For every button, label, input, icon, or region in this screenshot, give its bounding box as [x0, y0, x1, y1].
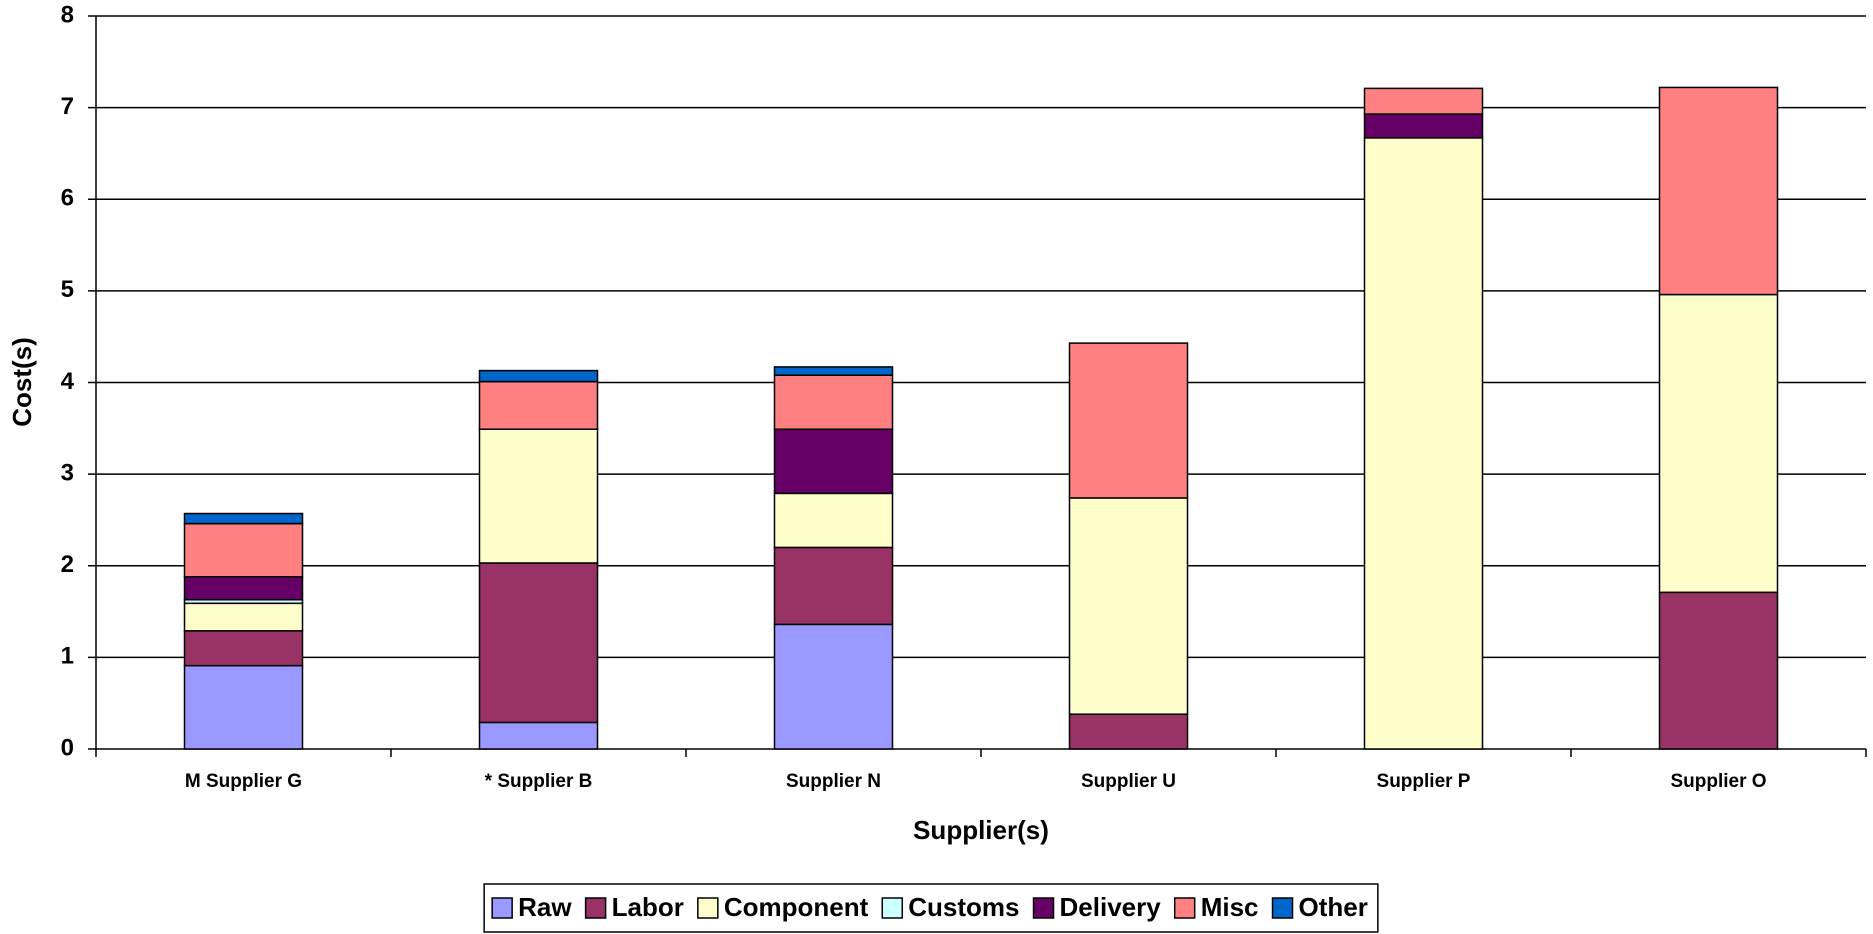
bar-segment	[1363, 113, 1484, 139]
legend-label: Delivery	[1060, 892, 1162, 922]
bar-segment	[773, 366, 894, 376]
bar-segment	[1068, 342, 1189, 499]
bar-segment	[773, 374, 894, 430]
bar-segment	[183, 630, 304, 667]
bar-segment	[1363, 87, 1484, 115]
y-tick-label: 3	[61, 459, 74, 486]
x-tick-label: Supplier O	[1670, 771, 1766, 792]
legend-swatch	[1173, 897, 1196, 919]
y-tick-label: 8	[61, 1, 74, 28]
legend-swatch	[697, 897, 719, 919]
y-tick-label: 7	[61, 93, 74, 120]
legend-label: Component	[724, 892, 869, 922]
legend-label: Misc	[1201, 892, 1259, 922]
y-tick-label: 0	[61, 734, 74, 761]
legend-label: Raw	[518, 892, 572, 922]
legend-label: Customs	[908, 892, 1019, 922]
legend-swatch	[584, 897, 607, 919]
bar-segment	[1068, 497, 1189, 715]
y-tick-label: 6	[61, 185, 74, 212]
bar-segment	[478, 428, 599, 564]
bar-segment	[1658, 591, 1779, 750]
bar-segment	[1068, 713, 1189, 750]
bar-segment	[478, 380, 599, 430]
y-tick-label: 1	[61, 643, 74, 670]
x-tick-label: * Supplier B	[485, 771, 593, 792]
bar-segment	[183, 602, 304, 632]
legend-box	[483, 883, 1379, 933]
bar-segment	[1363, 137, 1484, 750]
legend-swatch	[1032, 897, 1055, 919]
bar-segment	[773, 428, 894, 495]
y-tick-label: 5	[61, 276, 74, 303]
bar-segment	[478, 369, 599, 383]
y-axis-title: Cost(s)	[7, 337, 37, 427]
bar-segment	[1658, 86, 1779, 296]
x-tick-label: Supplier U	[1081, 771, 1176, 792]
bar-segment	[1658, 293, 1779, 594]
bar-segment	[183, 512, 304, 525]
x-tick-label: M Supplier G	[185, 771, 302, 792]
legend-label: Other	[1299, 892, 1368, 922]
bar-segment	[183, 522, 304, 578]
bar-segment	[773, 623, 894, 750]
bar-segment	[183, 664, 304, 750]
bar-segment	[478, 721, 599, 750]
bar-segment	[773, 546, 894, 626]
y-tick-label: 4	[61, 368, 75, 395]
x-tick-label: Supplier N	[786, 771, 881, 792]
legend-swatch	[1271, 897, 1294, 919]
bar-segment	[183, 575, 304, 601]
legend-label: Labor	[612, 892, 684, 922]
x-axis-title: Supplier(s)	[913, 815, 1049, 845]
x-tick-label: Supplier P	[1377, 771, 1471, 792]
bar-segment	[773, 492, 894, 549]
legend-swatch	[491, 897, 513, 919]
legend-swatch	[881, 897, 904, 919]
bar-segment	[478, 562, 599, 724]
y-tick-label: 2	[61, 551, 74, 578]
